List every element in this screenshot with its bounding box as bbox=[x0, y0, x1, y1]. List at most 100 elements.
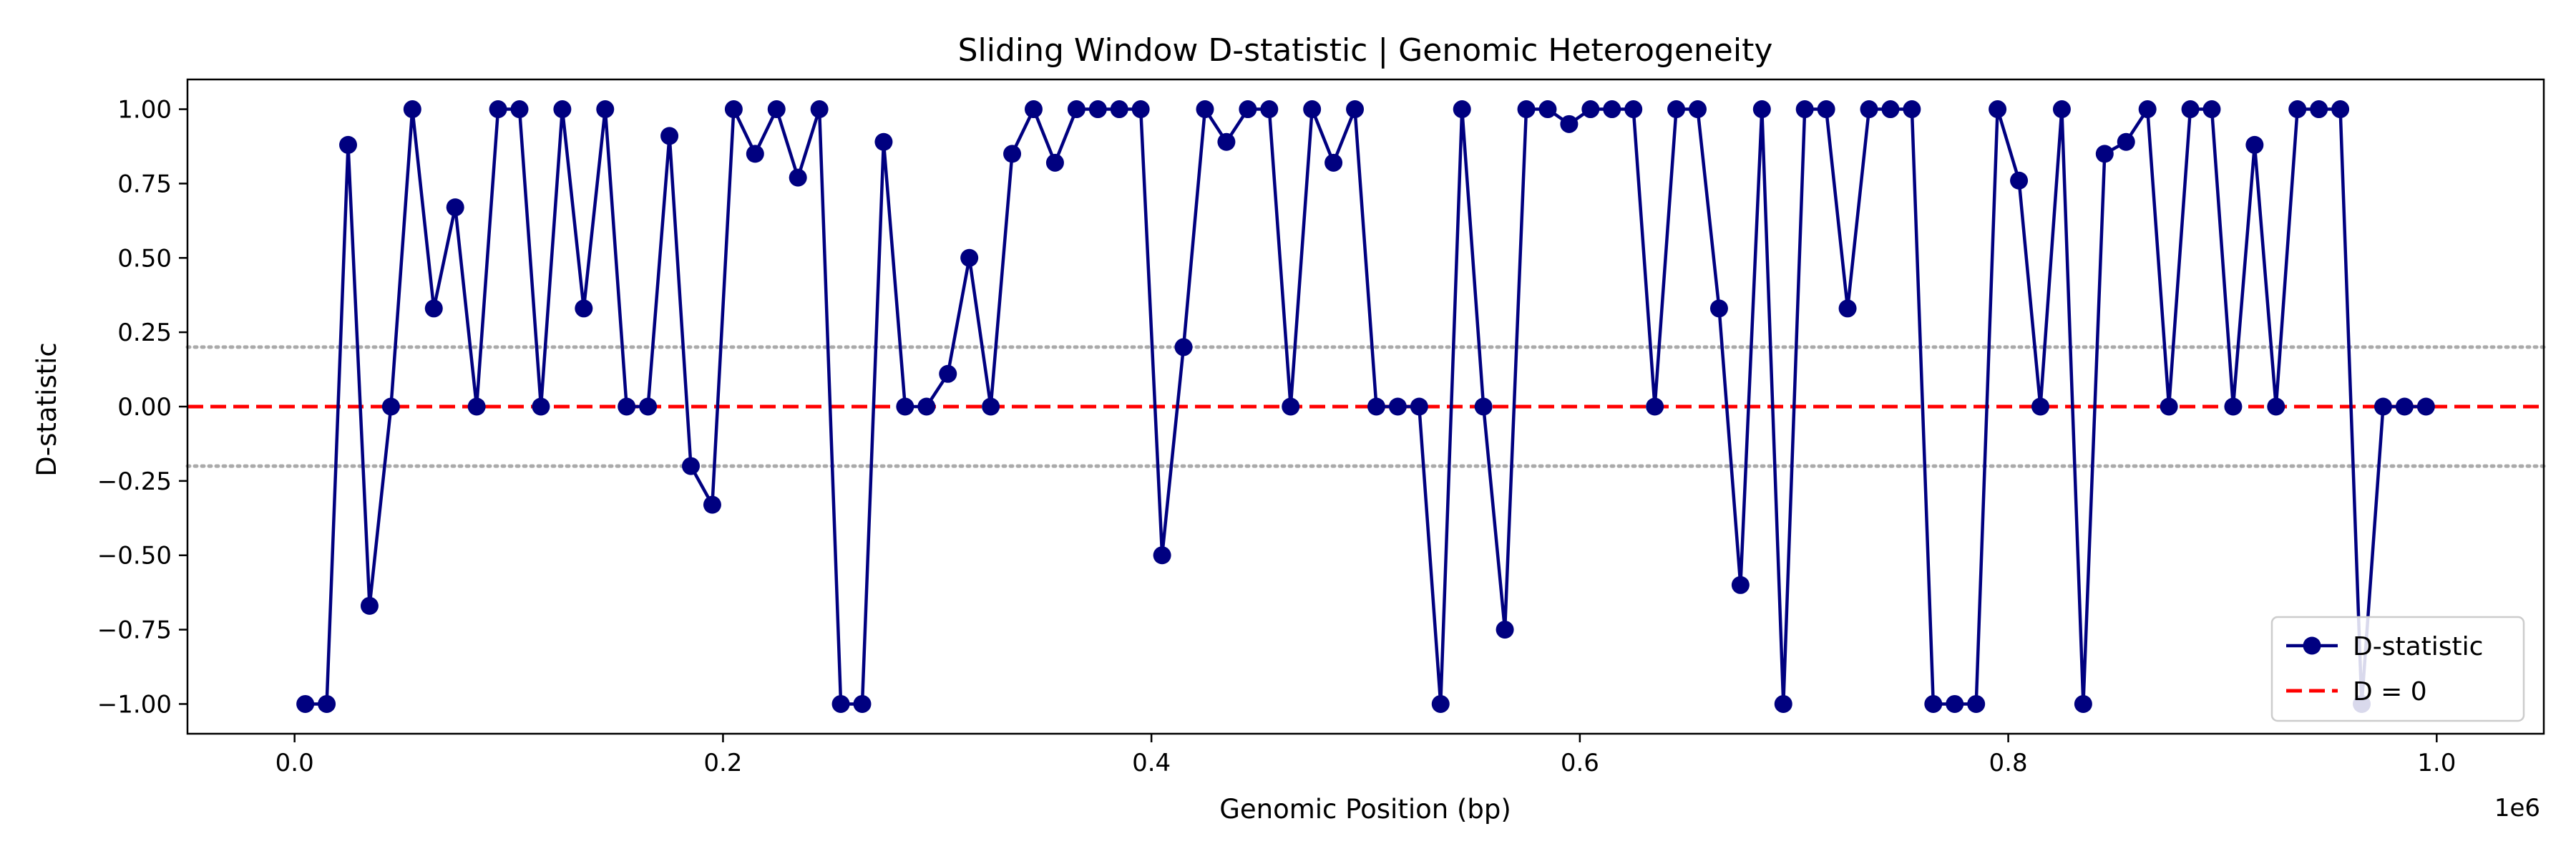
data-point bbox=[2310, 100, 2328, 119]
data-point bbox=[1174, 338, 1193, 356]
data-point bbox=[1946, 694, 1964, 713]
series-line-0 bbox=[305, 107, 2426, 706]
data-point bbox=[896, 397, 914, 416]
legend-series-marker bbox=[2303, 636, 2321, 655]
y-tick-label: −0.25 bbox=[97, 467, 172, 496]
y-tick-label: 1.00 bbox=[117, 96, 172, 125]
y-tick-label: −0.50 bbox=[97, 542, 172, 571]
data-point bbox=[1646, 397, 1664, 416]
data-point bbox=[2202, 100, 2221, 119]
y-axis-label: D-statistic bbox=[31, 342, 62, 477]
data-point bbox=[1346, 100, 1365, 119]
data-point bbox=[2373, 397, 2392, 416]
data-point bbox=[360, 596, 379, 615]
x-tick-label: 0.8 bbox=[1989, 749, 2028, 777]
data-point bbox=[1967, 694, 1986, 713]
data-point bbox=[1045, 153, 1064, 172]
y-tick-label: 0.75 bbox=[117, 170, 172, 198]
data-point bbox=[1131, 100, 1150, 119]
data-point bbox=[1153, 546, 1171, 565]
data-point bbox=[1388, 397, 1407, 416]
data-point bbox=[1431, 694, 1450, 713]
data-point bbox=[639, 397, 658, 416]
data-point bbox=[1496, 621, 1514, 639]
data-point bbox=[1217, 132, 1236, 151]
data-point bbox=[682, 457, 701, 475]
x-axis-label: Genomic Position (bp) bbox=[1219, 794, 1511, 825]
y-tick-label: −1.00 bbox=[97, 690, 172, 719]
y-tick-label: −0.75 bbox=[97, 616, 172, 645]
data-point bbox=[467, 397, 486, 416]
data-point bbox=[1881, 100, 1900, 119]
data-point bbox=[2117, 132, 2135, 151]
data-point bbox=[810, 100, 829, 119]
data-point bbox=[2395, 397, 2414, 416]
data-point bbox=[2074, 694, 2092, 713]
data-point bbox=[1774, 694, 1792, 713]
data-point bbox=[1624, 100, 1643, 119]
data-point bbox=[1282, 397, 1300, 416]
data-point bbox=[1196, 100, 1214, 119]
data-point bbox=[917, 397, 936, 416]
data-point bbox=[1989, 100, 2007, 119]
data-point bbox=[982, 397, 1000, 416]
y-tick-label: 0.25 bbox=[117, 319, 172, 347]
data-point bbox=[2095, 145, 2114, 163]
data-point bbox=[339, 135, 358, 154]
data-point bbox=[1410, 397, 1428, 416]
data-point bbox=[1367, 397, 1385, 416]
data-point bbox=[532, 397, 550, 416]
y-tick-label: 0.00 bbox=[117, 393, 172, 422]
data-point bbox=[1838, 299, 1857, 318]
data-point bbox=[446, 198, 464, 217]
data-point bbox=[724, 100, 743, 119]
legend-series-label: D-statistic bbox=[2353, 632, 2483, 661]
data-point bbox=[1517, 100, 1536, 119]
data-point bbox=[2138, 100, 2157, 119]
legend-box bbox=[2270, 616, 2525, 722]
data-point bbox=[2031, 397, 2049, 416]
data-point bbox=[767, 100, 786, 119]
legend-zero-label: D = 0 bbox=[2353, 677, 2427, 707]
data-point bbox=[318, 694, 336, 713]
data-point bbox=[1538, 100, 1557, 119]
data-point bbox=[2052, 100, 2071, 119]
data-point bbox=[1024, 100, 1043, 119]
data-point bbox=[1860, 100, 1878, 119]
data-point bbox=[381, 397, 400, 416]
data-point bbox=[424, 299, 443, 318]
data-point bbox=[2267, 397, 2285, 416]
data-point bbox=[1260, 100, 1279, 119]
chart-title: Sliding Window D-statistic | Genomic Het… bbox=[958, 32, 1773, 69]
data-point bbox=[1560, 115, 1579, 133]
data-point bbox=[853, 694, 872, 713]
data-point bbox=[2010, 171, 2029, 190]
data-point bbox=[703, 495, 721, 514]
data-point bbox=[746, 145, 764, 163]
data-point bbox=[1324, 153, 1343, 172]
data-point bbox=[1795, 100, 1814, 119]
x-axis-offset-label: 1e6 bbox=[2494, 794, 2540, 822]
data-point bbox=[1239, 100, 1257, 119]
data-point bbox=[596, 100, 615, 119]
data-point bbox=[1303, 100, 1322, 119]
data-point bbox=[510, 100, 529, 119]
data-point bbox=[1603, 100, 1621, 119]
data-point bbox=[2416, 397, 2435, 416]
data-point bbox=[553, 100, 572, 119]
data-point bbox=[1088, 100, 1107, 119]
data-point bbox=[1003, 145, 1022, 163]
x-tick-label: 0.4 bbox=[1132, 749, 1171, 777]
data-point bbox=[1581, 100, 1600, 119]
data-point bbox=[831, 694, 850, 713]
data-point bbox=[660, 127, 679, 145]
data-point bbox=[296, 694, 315, 713]
data-point bbox=[1731, 576, 1750, 594]
x-tick-label: 0.0 bbox=[275, 749, 314, 777]
data-point bbox=[939, 364, 957, 383]
data-point bbox=[1067, 100, 1085, 119]
data-point bbox=[789, 168, 807, 187]
data-point bbox=[1752, 100, 1771, 119]
data-point bbox=[1667, 100, 1686, 119]
